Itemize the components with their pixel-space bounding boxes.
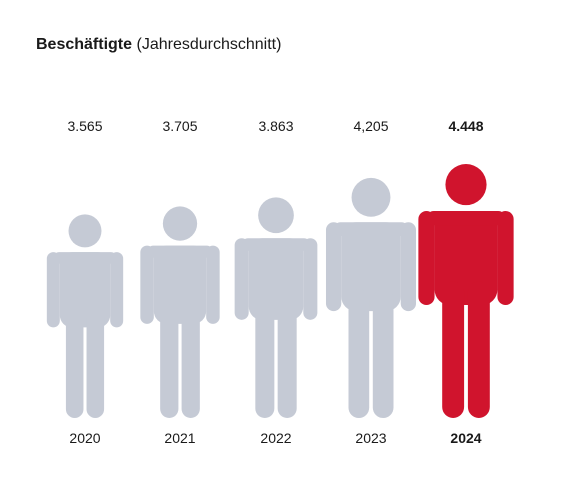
figure-shoulders [53,252,117,264]
figure-right-leg [372,288,394,418]
figure-head [68,214,102,248]
year-label-2021: 2021 [164,430,195,446]
value-label-2024: 4.448 [448,118,483,134]
figure-right-arm [497,210,514,305]
figure-shoulders [147,245,213,258]
figure-shoulders [333,222,409,237]
figure-right-arm [206,245,220,324]
chart-title-sub: (Jahresdurchschnitt) [136,36,282,53]
figure-shoulders [426,210,506,226]
figure-torso [153,245,207,324]
figure-left-arm [325,222,342,312]
figure-right-leg [467,281,490,418]
figure-right-arm [110,252,124,328]
figure-left-arm [46,252,60,328]
chart-title: Beschäftigte (Jahresdurchschnitt) [36,36,281,54]
figure-torso [248,238,304,320]
figure-shoulders [241,238,311,251]
figure-right-leg [277,299,297,418]
figure-left-arm [140,245,154,324]
figure-right-arm [400,222,417,312]
figure-left-leg [442,281,465,418]
figure-head [258,197,294,234]
figure-left-arm [234,238,249,320]
figure-head [445,164,487,206]
year-label-2020: 2020 [69,430,100,446]
year-label-2022: 2022 [260,430,291,446]
chart-title-main: Beschäftigte [36,36,133,53]
figure-torso [341,222,401,312]
figure-head [162,206,198,241]
figure-right-arm [303,238,318,320]
figure-left-arm [418,210,435,305]
figure-left-leg [65,308,84,418]
figure-right-leg [181,304,200,418]
value-label-2021: 3.705 [162,118,197,134]
year-label-2023: 2023 [355,430,386,446]
figure-torso [59,252,111,328]
figure-2022 [234,197,318,418]
figure-head [351,177,391,217]
value-label-2023: 4,205 [353,118,388,134]
figure-left-leg [160,304,179,418]
figure-left-leg [255,299,275,418]
year-label-2024: 2024 [450,430,481,446]
figure-2020 [46,214,124,418]
figure-2023 [325,177,417,418]
figure-left-leg [348,288,370,418]
figure-2024 [418,164,514,418]
value-label-2020: 3.565 [67,118,102,134]
figure-right-leg [86,308,105,418]
value-label-2022: 3.863 [258,118,293,134]
figure-2021 [140,206,220,418]
figure-torso [434,210,498,305]
